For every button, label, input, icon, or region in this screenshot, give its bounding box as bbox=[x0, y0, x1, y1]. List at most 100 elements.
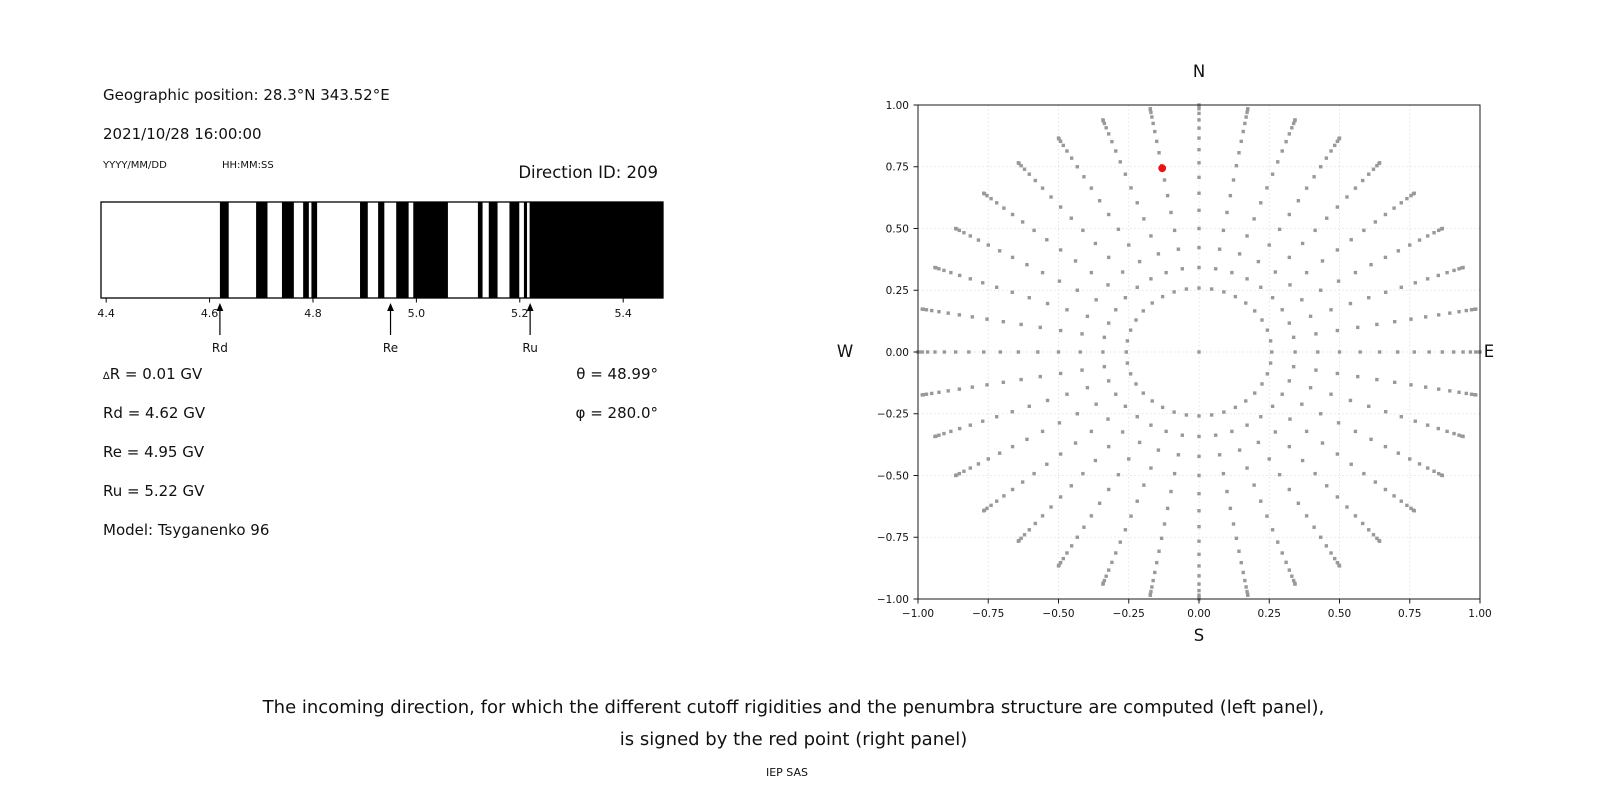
direction-dot bbox=[1405, 503, 1409, 508]
direction-dot bbox=[1165, 506, 1170, 511]
direction-dot bbox=[1106, 568, 1111, 572]
direction-dot bbox=[1457, 390, 1461, 395]
direction-dot bbox=[1335, 452, 1340, 456]
direction-dot bbox=[1127, 243, 1131, 247]
direction-dot bbox=[1149, 110, 1153, 115]
x-tick-label: 4.4 bbox=[97, 307, 115, 320]
direction-dot bbox=[1230, 270, 1234, 275]
direction-dot bbox=[1197, 564, 1201, 568]
direction-dot bbox=[1001, 380, 1006, 385]
penumbra-bar bbox=[281, 202, 294, 298]
direction-dot bbox=[1300, 298, 1304, 302]
direction-dot bbox=[1245, 277, 1249, 281]
direction-dot bbox=[1128, 372, 1133, 376]
direction-dot bbox=[1137, 440, 1142, 445]
direction-dot bbox=[1353, 429, 1358, 434]
direction-dot bbox=[1151, 578, 1155, 583]
direction-dot bbox=[1233, 294, 1238, 299]
direction-dot bbox=[1128, 328, 1133, 332]
direction-dot bbox=[1110, 139, 1114, 144]
direction-dot bbox=[1151, 121, 1155, 126]
direction-dot bbox=[995, 499, 999, 503]
direction-dot bbox=[1336, 421, 1341, 425]
direction-dot bbox=[1336, 279, 1341, 283]
direction-dot bbox=[1120, 270, 1125, 274]
direction-dot bbox=[937, 267, 941, 271]
direction-dot bbox=[920, 393, 924, 397]
direction-dot bbox=[1125, 339, 1130, 343]
direction-dot bbox=[1377, 539, 1382, 543]
direction-dot bbox=[985, 506, 989, 511]
x-tick-label: 0.75 bbox=[1398, 608, 1421, 620]
direction-dot bbox=[1348, 301, 1353, 306]
direction-dot bbox=[995, 201, 999, 205]
direction-dot bbox=[1114, 149, 1118, 153]
direction-dot bbox=[1425, 234, 1430, 238]
direction-dot bbox=[1399, 201, 1403, 205]
direction-dot bbox=[1436, 228, 1441, 233]
direction-dot bbox=[1267, 243, 1271, 247]
direction-dot bbox=[1300, 241, 1305, 246]
direction-dot bbox=[1287, 321, 1292, 325]
direction-dot bbox=[1231, 522, 1236, 526]
direction-dot bbox=[1073, 441, 1078, 445]
direction-dot bbox=[1160, 294, 1165, 299]
direction-id-text: Direction ID: 209 bbox=[518, 163, 658, 182]
direction-dot bbox=[1022, 167, 1027, 171]
direction-dot bbox=[1036, 350, 1040, 354]
direction-dot bbox=[1157, 151, 1161, 155]
direction-dot bbox=[1141, 309, 1145, 313]
direction-dot bbox=[1114, 392, 1118, 396]
cutoff-arrow-label: Ru bbox=[522, 341, 537, 355]
direction-dot bbox=[962, 231, 966, 235]
direction-dot bbox=[1156, 252, 1161, 256]
direction-dot bbox=[1276, 540, 1280, 544]
direction-dot bbox=[1371, 533, 1376, 537]
direction-dot bbox=[1118, 540, 1122, 544]
direction-dot bbox=[1367, 528, 1371, 532]
direction-dot bbox=[1149, 234, 1153, 238]
direction-dot bbox=[1056, 136, 1061, 140]
direction-dot bbox=[1049, 195, 1053, 199]
direction-dot bbox=[1287, 444, 1292, 449]
direction-dot bbox=[1149, 423, 1153, 427]
x-tick-label: 0.25 bbox=[1258, 608, 1281, 620]
direction-dot bbox=[1040, 514, 1045, 518]
direction-dot bbox=[1260, 318, 1264, 322]
direction-dot bbox=[1417, 462, 1422, 466]
direction-dot bbox=[1032, 228, 1036, 233]
selected-direction-point bbox=[1158, 164, 1167, 173]
direction-dot bbox=[1246, 107, 1250, 111]
direction-dot bbox=[1373, 480, 1378, 484]
direction-dot bbox=[986, 457, 990, 461]
direction-dot bbox=[1197, 118, 1201, 122]
direction-dot bbox=[929, 308, 934, 313]
direction-dot bbox=[1082, 175, 1086, 179]
direction-dot bbox=[1369, 262, 1373, 267]
cutoff-arrow-head bbox=[216, 303, 224, 311]
direction-dot bbox=[1349, 238, 1353, 242]
direction-dot bbox=[1075, 412, 1080, 416]
direction-dot bbox=[1296, 199, 1301, 203]
direction-dot bbox=[1392, 206, 1396, 210]
direction-dot bbox=[1172, 228, 1177, 233]
direction-dot bbox=[937, 390, 941, 395]
direction-dot bbox=[1329, 308, 1333, 312]
direction-dot bbox=[1045, 238, 1049, 242]
direction-dot bbox=[1104, 126, 1108, 130]
direction-dot bbox=[1162, 178, 1167, 182]
direction-dot bbox=[1172, 290, 1176, 294]
direction-dot bbox=[1085, 386, 1090, 390]
direction-dot bbox=[1233, 405, 1238, 410]
direction-dot bbox=[1169, 210, 1173, 215]
direction-dot bbox=[1020, 220, 1025, 224]
direction-dot bbox=[1069, 544, 1074, 548]
direction-dot bbox=[1474, 307, 1478, 311]
direction-dot bbox=[1377, 161, 1382, 165]
direction-dot bbox=[1069, 156, 1074, 160]
x-tick-label: 4.8 bbox=[304, 307, 322, 320]
direction-dot bbox=[1197, 191, 1201, 195]
direction-dot bbox=[1118, 160, 1122, 164]
penumbra-bar bbox=[477, 202, 483, 298]
compass-label-west: W bbox=[837, 342, 853, 361]
